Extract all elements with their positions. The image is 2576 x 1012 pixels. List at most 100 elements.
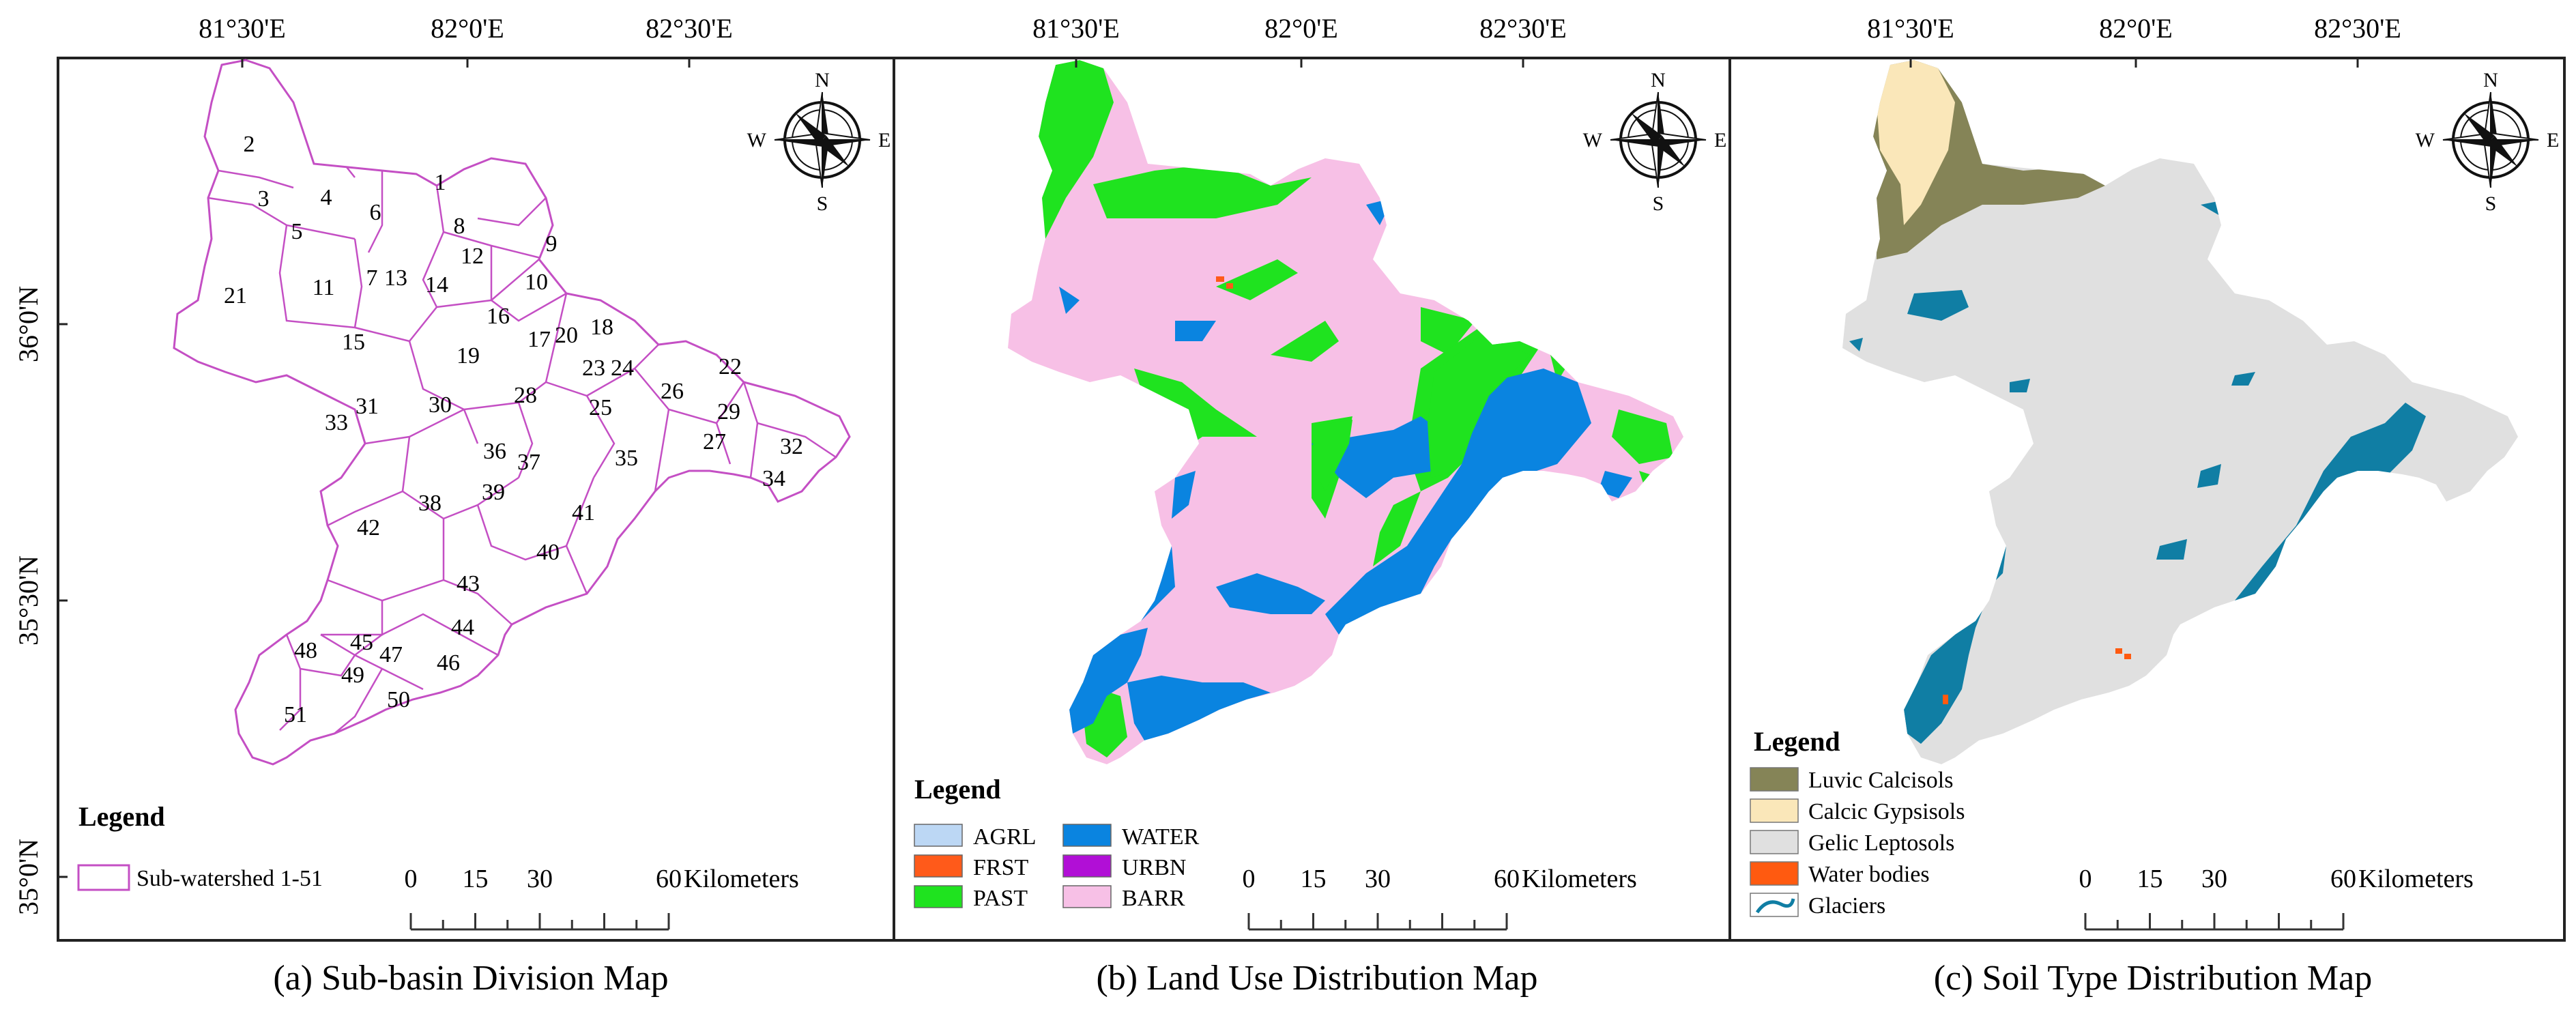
scale-tick-label: 15	[1301, 865, 1327, 893]
latitude-label: 36°0'N	[13, 286, 44, 362]
subbasin-number-label: 40	[536, 540, 560, 565]
subbasin-boundary	[654, 409, 670, 492]
glacier-symbol-icon	[1755, 898, 1795, 914]
compass-w-label: W	[1583, 129, 1603, 151]
panel-caption: (c) Soil Type Distribution Map	[1934, 959, 2372, 998]
subbasin-number-label: 15	[342, 330, 365, 355]
soil-waterbody-patch	[1943, 695, 1948, 704]
compass-diag-point	[2463, 113, 2495, 144]
basin-outline	[173, 59, 851, 766]
subbasin-number-label: 20	[555, 323, 578, 348]
longitude-label: 82°0'E	[2099, 13, 2173, 44]
compass-s-label: S	[2485, 192, 2497, 215]
longitude-label: 82°30'E	[2314, 13, 2401, 44]
landuse-past-patch	[1216, 259, 1298, 300]
soil-glacier-patch	[1849, 338, 1863, 351]
legend-label-barr: BARR	[1122, 886, 1185, 911]
subbasin-number-label: 51	[284, 702, 307, 727]
subbasin-number-label: 39	[482, 480, 505, 505]
compass-diag-point	[2487, 136, 2518, 167]
soil-waterbody-patch	[2115, 648, 2122, 654]
compass-point-light	[814, 139, 823, 188]
subbasin-number-label: 30	[429, 392, 452, 418]
subbasin-number-label: 4	[321, 185, 332, 210]
compass-point	[1658, 140, 1706, 147]
legend-swatch-frst	[914, 854, 963, 878]
legend-label-calcic-gypsisols: Calcic Gypsisols	[1808, 799, 1965, 824]
subbasin-number-label: 26	[661, 379, 684, 404]
subbasin-number-label: 46	[437, 650, 460, 676]
subbasin-boundary	[218, 169, 294, 189]
compass-diag-point	[818, 136, 850, 167]
subbasin-boundary	[300, 654, 356, 677]
longitude-label: 82°0'E	[431, 13, 504, 44]
subbasin-boundary	[279, 634, 302, 731]
landuse-past-patch	[1373, 491, 1421, 566]
subbasin-boundary	[402, 476, 519, 520]
subbasin-number-label: 2	[244, 132, 255, 157]
subbasin-boundary	[207, 197, 356, 240]
soil-glacier-patch	[1904, 546, 2006, 744]
landuse-past-patch	[1312, 420, 1352, 491]
subbasin-boundary	[353, 238, 363, 328]
subbasin-boundary	[545, 344, 659, 397]
legend-label-past: PAST	[973, 886, 1028, 911]
legend-label-subwatershed: Sub-watershed 1-51	[136, 866, 323, 891]
compass-w-label: W	[2416, 129, 2435, 151]
subbasin-boundary	[327, 436, 411, 527]
compass-point	[822, 140, 829, 188]
subbasin-number-label: 23	[582, 356, 605, 381]
longitude-label: 81°30'E	[199, 13, 286, 44]
landuse-water-patch	[1598, 471, 1632, 498]
compass-point	[775, 140, 822, 147]
subbasin-number-label: 8	[454, 214, 465, 239]
subbasin-boundary	[517, 402, 534, 478]
longitude-label: 82°30'E	[646, 13, 733, 44]
landuse-past-patch	[1039, 60, 1114, 239]
compass-s-label: S	[1653, 192, 1664, 215]
subbasin-boundary	[565, 545, 588, 594]
legend-label-luvic-calcisols: Luvic Calcisols	[1808, 768, 1953, 793]
longitude-label: 82°0'E	[1264, 13, 1338, 44]
subbasin-number-label: 31	[356, 394, 379, 419]
scale-unit-label: Kilometers	[1522, 865, 1637, 893]
subbasin-number-label: 9	[546, 231, 558, 257]
latitude-label: 35°30'N	[13, 555, 44, 646]
landuse-frst-patch	[1216, 276, 1224, 282]
subbasin-number-label: 19	[457, 343, 480, 368]
legend-label-urbn: URBN	[1122, 855, 1186, 880]
subbasin-boundary	[585, 395, 616, 478]
panel-c-soil-map: N S E W Legend Luvic Calcisols Calcic Gypsisol…	[1728, 57, 2566, 942]
legend-swatch-past	[914, 885, 963, 908]
compass-e-label: E	[1714, 129, 1726, 151]
scale-tick-label: 0	[1243, 865, 1256, 893]
legend-swatch-barr	[1062, 885, 1112, 908]
subbasin-boundary	[715, 422, 732, 465]
legend-title: Legend	[1754, 726, 1840, 757]
legend-swatch-urbn	[1062, 854, 1112, 878]
scale-tick-label: 15	[463, 865, 489, 893]
subbasin-number-label: 6	[370, 200, 381, 225]
subbasin-number-label: 48	[294, 638, 317, 663]
longitude-label: 82°30'E	[1479, 13, 1567, 44]
subbasin-boundary	[408, 341, 479, 444]
scale-tick-label: 0	[405, 865, 418, 893]
scale-tick-label: 30	[1365, 865, 1391, 893]
soil-glacier-patch	[2231, 372, 2255, 386]
subbasin-number-label: 7	[366, 265, 378, 291]
subbasin-number-label: 11	[313, 275, 335, 300]
subbasin-number-label: 28	[514, 383, 537, 408]
legend-swatch-water-bodies	[1750, 861, 1799, 886]
compass-point	[2491, 140, 2538, 147]
soil-glacier-patch	[1907, 290, 1969, 321]
coordinate-labels: 81°30'E 82°0'E 82°30'E 81°30'E 82°0'E 82°30'E…	[13, 13, 2401, 915]
compass-n-label: N	[815, 69, 830, 91]
subbasin-boundary	[320, 613, 499, 656]
legend-title: Legend	[914, 774, 1001, 805]
landuse-past-patch	[1428, 334, 1530, 478]
subbasin-number-label: 32	[780, 434, 803, 459]
scale-tick-label: 30	[2201, 865, 2227, 893]
soil-glacier-patch	[2010, 379, 2030, 392]
scale-unit-label: Kilometers	[2358, 865, 2474, 893]
panel-b-landuse-map: N S E W Legend AGRL WATER FRST URBN PAST BARR 0 15 30…	[893, 57, 1731, 942]
